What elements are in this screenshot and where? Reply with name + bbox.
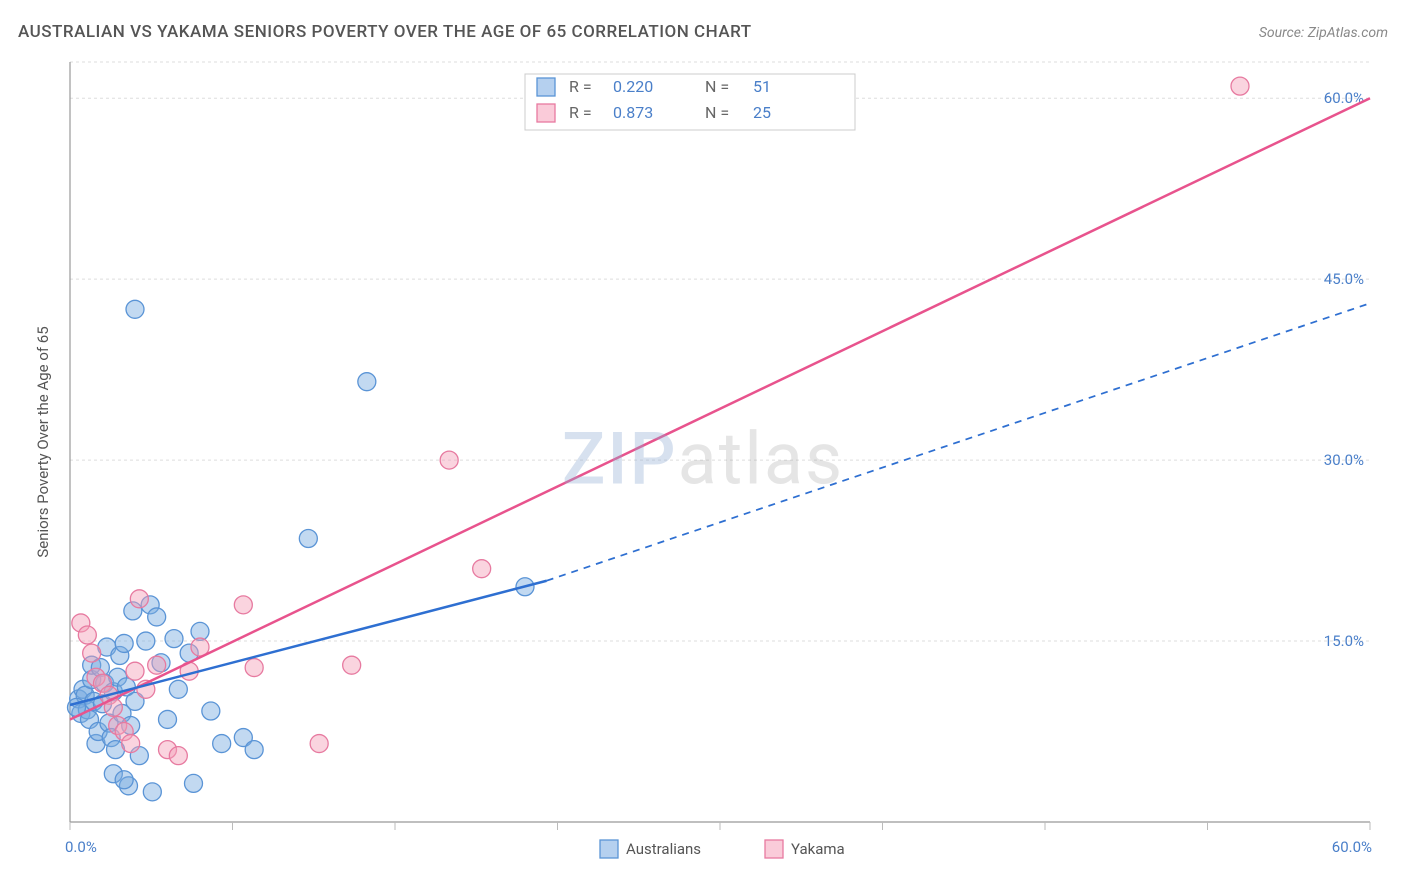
data-point [78, 626, 96, 644]
stats-n-value: 25 [753, 103, 771, 122]
correlation-chart: 15.0%30.0%45.0%60.0%0.0%60.0%Seniors Pov… [18, 52, 1388, 874]
stats-n-label: N = [705, 103, 729, 122]
data-point [299, 530, 317, 548]
data-point [148, 656, 166, 674]
data-point [169, 747, 187, 765]
chart-header: AUSTRALIAN VS YAKAMA SENIORS POVERTY OVE… [18, 22, 1388, 42]
data-point [169, 680, 187, 698]
chart-container: 15.0%30.0%45.0%60.0%0.0%60.0%Seniors Pov… [18, 52, 1388, 874]
data-point [310, 735, 328, 753]
data-point [143, 783, 161, 801]
stats-n-value: 51 [753, 77, 771, 96]
data-point [358, 373, 376, 391]
y-tick-label: 15.0% [1324, 632, 1364, 650]
y-tick-label: 45.0% [1324, 270, 1364, 288]
series-yakama [72, 77, 1249, 765]
data-point [115, 634, 133, 652]
data-point [115, 771, 133, 789]
x-min-label: 0.0% [65, 838, 97, 856]
legend-label: Australians [626, 840, 701, 858]
stats-r-label: R = [569, 103, 592, 122]
source-name: ZipAtlas.com [1308, 25, 1388, 41]
stats-swatch [537, 104, 555, 122]
legend-swatch [765, 840, 783, 858]
trend-line [70, 98, 1370, 719]
data-point [137, 632, 155, 650]
series-australians [68, 300, 535, 801]
data-point [83, 644, 101, 662]
data-point [159, 710, 177, 728]
stats-swatch [537, 78, 555, 96]
data-point [245, 659, 263, 677]
stats-r-label: R = [569, 77, 592, 96]
data-point [245, 741, 263, 759]
legend-label: Yakama [791, 840, 845, 858]
trend-line-extension [547, 303, 1370, 580]
data-point [1231, 77, 1249, 95]
stats-r-value: 0.873 [613, 103, 653, 122]
data-point [213, 735, 231, 753]
stats-r-value: 0.220 [613, 77, 653, 96]
source-attribution: Source: ZipAtlas.com [1259, 25, 1388, 41]
source-prefix: Source: [1259, 25, 1308, 41]
data-point [440, 451, 458, 469]
data-point [165, 630, 183, 648]
legend-swatch [600, 840, 618, 858]
data-point [202, 702, 220, 720]
data-point [126, 300, 144, 318]
y-tick-label: 30.0% [1324, 451, 1364, 469]
chart-title: AUSTRALIAN VS YAKAMA SENIORS POVERTY OVE… [18, 22, 752, 42]
x-max-label: 60.0% [1332, 838, 1372, 856]
data-point [148, 608, 166, 626]
data-point [473, 560, 491, 578]
data-point [185, 774, 203, 792]
data-point [126, 662, 144, 680]
y-axis-label: Seniors Poverty Over the Age of 65 [34, 326, 52, 557]
data-point [343, 656, 361, 674]
data-point [130, 590, 148, 608]
stats-n-label: N = [705, 77, 729, 96]
data-point [234, 596, 252, 614]
data-point [122, 735, 140, 753]
